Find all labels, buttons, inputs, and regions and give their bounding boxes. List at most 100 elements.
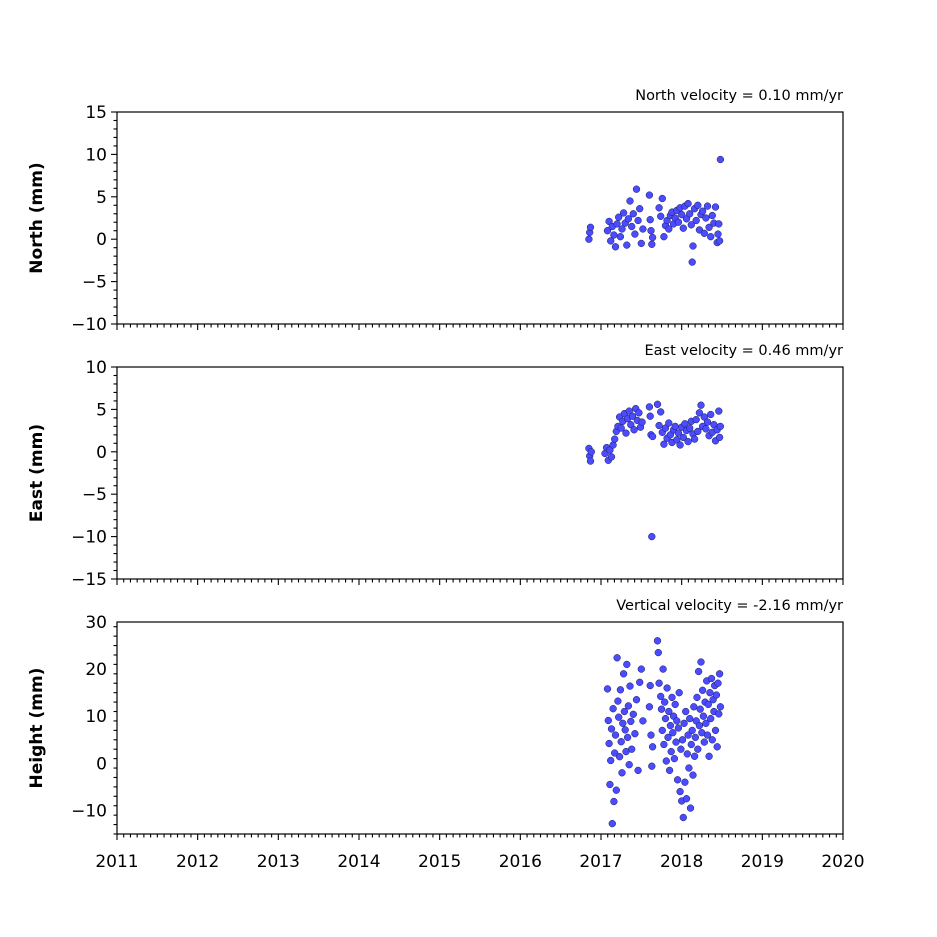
east-data-point [694, 427, 702, 436]
north-data-point [628, 222, 636, 231]
height-data-point [655, 679, 663, 687]
height-data-point [686, 714, 694, 723]
north-data-point [702, 214, 710, 222]
height-data-point [661, 698, 669, 706]
north-points [585, 155, 725, 266]
height-data-point [678, 736, 687, 744]
east-ytick-label: 0 [96, 443, 107, 463]
east-panel: East velocity = 0.46 mm/yr East (mm) −15… [27, 343, 844, 590]
north-data-point [716, 155, 725, 164]
height-data-point [610, 797, 618, 806]
height-data-point [690, 703, 698, 711]
height-data-point [663, 684, 671, 692]
east-velocity-title: East velocity = 0.46 mm/yr [644, 343, 843, 359]
north-ytick-label: −10 [71, 315, 107, 335]
height-data-point [703, 731, 712, 739]
height-data-point [700, 738, 708, 746]
height-data-point [624, 702, 633, 710]
east-data-point [648, 532, 656, 541]
height-data-point [714, 679, 722, 687]
height-data-point [658, 726, 666, 735]
north-data-point [686, 210, 694, 218]
east-data-point [661, 424, 670, 432]
height-data-point [645, 703, 654, 711]
height-data-point [661, 714, 670, 723]
height-xtick-label: 2012 [176, 852, 219, 872]
height-xtick-label: 2016 [499, 852, 542, 872]
height-data-point [607, 725, 616, 733]
north-data-point [678, 210, 686, 219]
height-xtick-label: 2018 [660, 852, 703, 872]
height-data-point [668, 693, 676, 702]
north-velocity-title: North velocity = 0.10 mm/yr [635, 88, 843, 104]
north-ytick-label: 5 [96, 188, 107, 208]
east-data-point [703, 418, 712, 426]
height-data-point [682, 707, 690, 716]
north-data-point [655, 204, 663, 212]
north-data-point [607, 237, 615, 245]
height-data-point [677, 745, 685, 753]
east-points [585, 400, 725, 541]
height-data-point [683, 750, 691, 758]
height-data-point [606, 780, 614, 789]
east-data-point [695, 409, 704, 417]
north-data-point [665, 225, 673, 233]
height-data-point [707, 674, 716, 683]
east-data-point [674, 429, 683, 437]
north-data-point [629, 210, 637, 218]
height-data-point [611, 749, 619, 757]
north-data-point [674, 218, 683, 226]
height-data-point [696, 705, 704, 713]
height-data-point [627, 717, 635, 726]
north-data-point [611, 243, 620, 251]
north-data-point [705, 223, 713, 231]
height-ytick-label: 10 [85, 707, 107, 727]
east-data-point [611, 435, 619, 443]
height-data-point [618, 769, 626, 777]
height-data-point [605, 739, 613, 748]
height-data-point [654, 648, 662, 657]
height-data-point [674, 724, 683, 732]
east-data-point [587, 448, 595, 456]
height-data-point [673, 776, 682, 784]
east-ytick-label: −5 [82, 485, 107, 505]
height-data-point [680, 719, 688, 727]
north-yticks: −10 −5 0 5 10 15 [71, 103, 117, 335]
north-data-point [660, 233, 668, 241]
height-data-point [634, 766, 642, 775]
north-data-point [639, 225, 647, 233]
north-data-point [688, 258, 696, 266]
east-data-point [628, 412, 637, 420]
height-data-point [623, 660, 631, 669]
east-ytick-label: 10 [85, 358, 107, 378]
height-data-point [675, 689, 683, 697]
height-data-point [705, 752, 713, 760]
height-data-point [648, 762, 656, 770]
height-data-point [629, 710, 637, 718]
height-data-point [672, 738, 680, 746]
east-data-point [665, 419, 673, 427]
height-data-point [657, 705, 666, 713]
north-data-point [700, 229, 708, 237]
height-plot-frame [116, 621, 844, 835]
height-panel: Vertical velocity = -2.16 mm/yr Height (… [27, 598, 865, 872]
height-data-point [691, 733, 700, 742]
east-data-point [686, 424, 694, 432]
height-data-point [694, 667, 703, 676]
height-data-point [712, 691, 721, 699]
north-data-point [616, 233, 625, 241]
height-data-point [693, 693, 701, 702]
height-ytick-label: 0 [96, 754, 107, 774]
east-data-point [622, 429, 630, 437]
north-plot-frame [116, 111, 844, 325]
east-data-point [676, 441, 684, 449]
north-data-point [646, 216, 654, 224]
height-xtick-label: 2017 [579, 852, 622, 872]
height-data-point [647, 731, 655, 739]
east-data-point [692, 415, 700, 424]
north-data-point [636, 205, 644, 213]
east-data-point [635, 409, 643, 417]
north-data-point [637, 239, 645, 248]
north-ytick-label: 0 [96, 230, 107, 250]
